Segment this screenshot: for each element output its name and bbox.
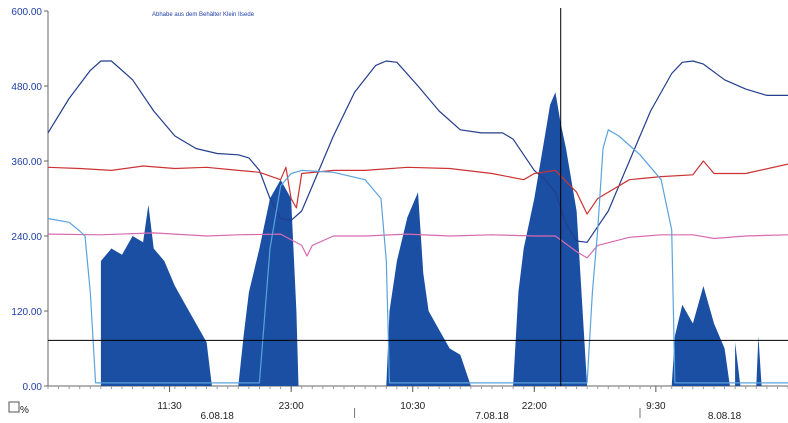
y-tick-labels: 0.00 120.00 240.00 360.00 480.00 600.00 bbox=[11, 7, 42, 393]
y-tick-label: 600.00 bbox=[11, 7, 42, 18]
area-series-0 bbox=[100, 92, 762, 387]
date-label: 7.08.18 bbox=[475, 411, 509, 422]
reference-lines bbox=[48, 8, 788, 386]
y-tick-label: 480.00 bbox=[11, 82, 42, 93]
x-tick-labels: 11:30 23:00 10:30 22:00 9:30 6.08.18 7.08.18 8.… bbox=[157, 401, 741, 422]
x-tick-label: 11:30 bbox=[157, 401, 182, 412]
y-tick-label: 0.00 bbox=[23, 382, 43, 393]
unit-label: % bbox=[20, 405, 29, 416]
chart-title: Abhabe aus dem Behälter Klein Ilsede bbox=[152, 12, 255, 18]
y-tick-label: 240.00 bbox=[11, 232, 42, 243]
x-tick-label: 9:30 bbox=[646, 401, 666, 412]
line-series-1 bbox=[47, 60, 788, 243]
date-label: 8.08.18 bbox=[708, 411, 742, 422]
x-tick-label: 10:30 bbox=[400, 401, 425, 412]
line-series-3 bbox=[47, 232, 788, 259]
y-tick-label: 120.00 bbox=[11, 307, 42, 318]
date-label: 6.08.18 bbox=[200, 411, 234, 422]
line-series-2 bbox=[47, 160, 788, 215]
x-tick-label: 23:00 bbox=[279, 401, 304, 412]
line-series-4 bbox=[47, 129, 788, 384]
unit-checkbox[interactable] bbox=[8, 401, 20, 413]
x-tick-label: 22:00 bbox=[522, 401, 547, 412]
y-tick-label: 360.00 bbox=[11, 157, 42, 168]
series-layer bbox=[47, 60, 788, 387]
